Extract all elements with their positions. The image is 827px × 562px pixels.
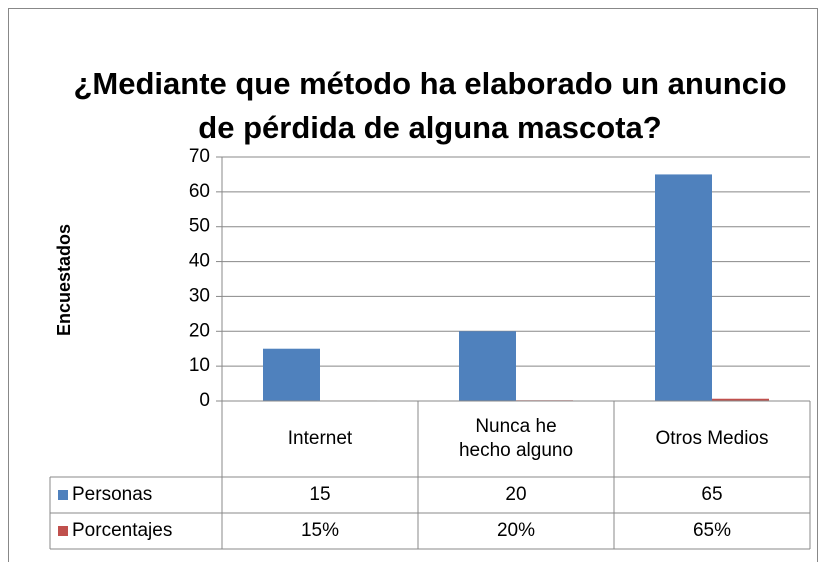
bar — [263, 348, 320, 401]
y-tick-label: 50 — [189, 216, 210, 237]
y-axis-label: Encuestados — [54, 224, 74, 336]
table-value: 20% — [497, 520, 535, 541]
bar — [712, 398, 769, 401]
category-label: Internet — [287, 428, 353, 449]
legend-key — [58, 526, 68, 536]
category-label: Otros Medios — [655, 428, 769, 449]
chart-title: ¿Mediante que método ha elaborado un anu… — [73, 66, 787, 145]
table-value: 15% — [301, 520, 339, 541]
table-value: 65% — [693, 520, 731, 541]
bar — [655, 174, 712, 401]
y-tick-label: 60 — [189, 181, 210, 202]
y-tick-label: 30 — [189, 285, 210, 306]
y-tick-label: 70 — [189, 146, 210, 167]
legend-label: Porcentajes — [72, 520, 172, 541]
legend-key — [58, 490, 68, 500]
y-tick-label: 0 — [199, 390, 210, 411]
table-value: 15 — [309, 484, 330, 505]
y-tick-label: 40 — [189, 251, 210, 272]
category-label: Nunca he hecho alguno — [458, 416, 574, 461]
table-value: 65 — [701, 484, 722, 505]
y-tick-label: 20 — [189, 320, 210, 341]
y-tick-label: 10 — [189, 355, 210, 376]
table-value: 20 — [505, 484, 526, 505]
legend-label: Personas — [72, 484, 152, 505]
bar — [459, 331, 516, 401]
